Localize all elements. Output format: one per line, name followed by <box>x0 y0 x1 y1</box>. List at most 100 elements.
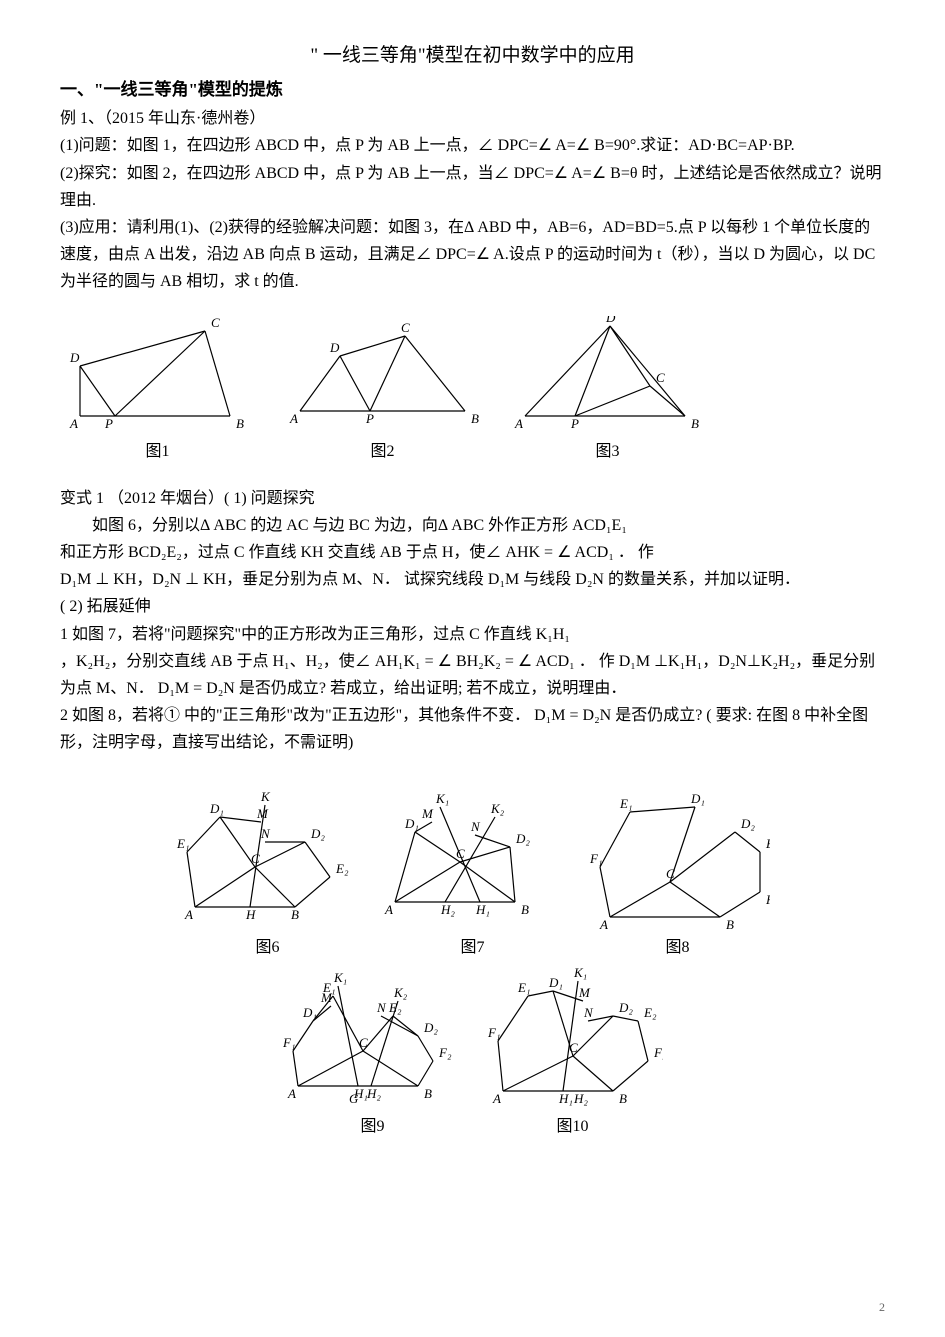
figure-caption: 图10 <box>556 1113 588 1140</box>
svg-text:H₂: H₂ <box>440 902 455 917</box>
svg-text:D₁: D₁ <box>302 1005 317 1020</box>
figure-fig9: AH₁GH₂BCD₁E₁K₁MK₂ND₂E₂F₂F₁ 图9 <box>283 966 463 1140</box>
ext-p2: 2 如图 8，若将① 中的"正三角形"改为"正五边形"，其他条件不变． D₁M … <box>60 702 885 756</box>
svg-text:E₂: E₂ <box>643 1005 657 1020</box>
variant-p3: D₁M ⊥ KH，D₂N ⊥ KH，垂足分别为点 M、N． 试探究线段 D₁M … <box>60 566 885 593</box>
svg-text:F₂: F₂ <box>653 1045 663 1060</box>
svg-text:G: G <box>349 1091 359 1106</box>
diagram-fig10: AH₁H₂BCD₁E₁K₁MND₂E₂F₂F₁ <box>483 966 663 1111</box>
svg-text:A: A <box>69 416 78 431</box>
svg-text:E₂: E₂ <box>335 861 349 876</box>
svg-text:A: A <box>514 416 523 431</box>
diagram-fig7: AH₂H₁BCD₁D₂K₁K₂MN <box>380 787 565 932</box>
figure-fig3: A P B D C 图3 <box>510 316 705 465</box>
figure-row-3: AH₁GH₂BCD₁E₁K₁MK₂ND₂E₂F₂F₁ 图9 AH₁H₂BCD₁E… <box>60 966 885 1140</box>
svg-text:N: N <box>260 826 271 841</box>
figure-caption: 图2 <box>370 438 394 465</box>
diagram-fig9: AH₁GH₂BCD₁E₁K₁MK₂ND₂E₂F₂F₁ <box>283 966 463 1111</box>
svg-text:B: B <box>619 1091 627 1106</box>
svg-text:D₂: D₂ <box>423 1020 438 1035</box>
ext-p1b: ，K₂H₂，分别交直线 AB 于点 H₁、H₂，使∠ AH₁K₁ = ∠ BH₂… <box>60 648 885 702</box>
svg-text:E₁: E₁ <box>176 836 189 851</box>
svg-text:B: B <box>424 1086 432 1101</box>
svg-text:H₂: H₂ <box>366 1086 381 1101</box>
diagram-fig8: ABCF₁E₁D₁D₂E₂F₂ <box>585 787 770 932</box>
svg-text:M: M <box>256 806 269 821</box>
variant-p2: 和正方形 BCD₂E₂，过点 C 作直线 KH 交直线 AB 于点 H，使∠ A… <box>60 539 885 566</box>
svg-text:H₁: H₁ <box>475 902 490 917</box>
svg-text:N: N <box>376 1000 387 1015</box>
figure-fig6: AHBCE₁D₁KMND₂E₂ 图6 <box>175 787 360 961</box>
diagram-fig1: A P B D C <box>60 316 255 436</box>
paragraph-1: (1)问题：如图 1，在四边形 ABCD 中，点 P 为 AB 上一点，∠ DP… <box>60 132 885 159</box>
svg-text:D₁: D₁ <box>209 801 224 816</box>
svg-text:M: M <box>320 990 333 1005</box>
svg-text:D: D <box>605 316 616 325</box>
figure-fig1: APBDC 图1 <box>60 316 255 465</box>
paragraph-3: (3)应用：请利用(1)、(2)获得的经验解决问题：如图 3，在Δ ABD 中，… <box>60 214 885 296</box>
svg-text:C: C <box>251 851 260 866</box>
svg-text:K₁: K₁ <box>435 791 449 806</box>
svg-text:E₁: E₁ <box>619 796 632 811</box>
svg-text:F₁: F₁ <box>487 1025 500 1040</box>
svg-text:B: B <box>726 917 734 932</box>
svg-text:D₁: D₁ <box>404 816 419 831</box>
figure-caption: 图7 <box>460 934 484 961</box>
figure-caption: 图8 <box>665 934 689 961</box>
svg-text:B: B <box>236 416 244 431</box>
svg-text:E₂: E₂ <box>388 1000 402 1015</box>
svg-text:C: C <box>656 370 665 385</box>
section-heading: 一、"一线三等角"模型的提炼 <box>60 76 885 105</box>
svg-text:B: B <box>521 902 529 917</box>
svg-text:C: C <box>211 316 220 330</box>
svg-text:K: K <box>260 789 271 804</box>
variant-p1: 如图 6，分别以Δ ABC 的边 AC 与边 BC 为边，向Δ ABC 外作正方… <box>60 512 885 539</box>
figure-fig8: ABCF₁E₁D₁D₂E₂F₂ 图8 <box>585 787 770 961</box>
svg-text:M: M <box>578 985 591 1000</box>
svg-text:N: N <box>583 1005 594 1020</box>
svg-text:F₁: F₁ <box>283 1035 295 1050</box>
svg-text:D: D <box>69 350 80 365</box>
diagram-fig3: A P B D C <box>510 316 705 436</box>
svg-text:C: C <box>359 1035 368 1050</box>
svg-text:P: P <box>104 416 113 431</box>
svg-text:D: D <box>329 340 340 355</box>
figure-caption: 图6 <box>255 934 279 961</box>
svg-text:K₂: K₂ <box>490 801 505 816</box>
svg-text:D₂: D₂ <box>618 1000 633 1015</box>
figure-fig7: AH₂H₁BCD₁D₂K₁K₂MN 图7 <box>380 787 565 961</box>
paragraph-2: (2)探究：如图 2，在四边形 ABCD 中，点 P 为 AB 上一点，当∠ D… <box>60 160 885 214</box>
example-label: 例 1、（2015 年山东·德州卷） <box>60 105 885 132</box>
svg-text:P: P <box>570 416 579 431</box>
svg-text:E₂: E₂ <box>765 836 770 851</box>
figure-caption: 图9 <box>360 1113 384 1140</box>
diagram-fig2: APBDC <box>285 316 480 436</box>
svg-text:F₂: F₂ <box>765 892 770 907</box>
figure-row-1: APBDC 图1 APBDC 图2 APBDC 图3 <box>60 316 885 465</box>
svg-text:A: A <box>184 907 193 922</box>
extension-label: ( 2) 拓展延伸 <box>60 593 885 620</box>
figure-fig2: APBDC 图2 <box>285 316 480 465</box>
svg-text:F₂: F₂ <box>438 1045 452 1060</box>
svg-text:F₁: F₁ <box>589 851 602 866</box>
svg-text:A: A <box>287 1086 296 1101</box>
svg-text:H₂: H₂ <box>573 1091 588 1106</box>
svg-text:N: N <box>470 819 481 834</box>
page-title: " 一线三等角"模型在初中数学中的应用 <box>60 40 885 72</box>
svg-text:K₂: K₂ <box>393 985 408 1000</box>
svg-text:A: A <box>492 1091 501 1106</box>
svg-text:H₁: H₁ <box>558 1091 573 1106</box>
svg-text:C: C <box>456 846 465 861</box>
figure-fig10: AH₁H₂BCD₁E₁K₁MND₂E₂F₂F₁ 图10 <box>483 966 663 1140</box>
svg-text:B: B <box>471 411 479 426</box>
svg-text:B: B <box>691 416 699 431</box>
svg-text:P: P <box>365 411 374 426</box>
figure-row-2: AHBCE₁D₁KMND₂E₂ 图6 AH₂H₁BCD₁D₂K₁K₂MN 图7 … <box>60 787 885 961</box>
svg-text:K₁: K₁ <box>333 970 347 985</box>
svg-text:C: C <box>569 1040 578 1055</box>
svg-text:M: M <box>421 806 434 821</box>
svg-text:K₁: K₁ <box>573 966 587 980</box>
svg-text:D₂: D₂ <box>515 831 530 846</box>
figure-caption: 图3 <box>595 438 619 465</box>
svg-text:A: A <box>289 411 298 426</box>
